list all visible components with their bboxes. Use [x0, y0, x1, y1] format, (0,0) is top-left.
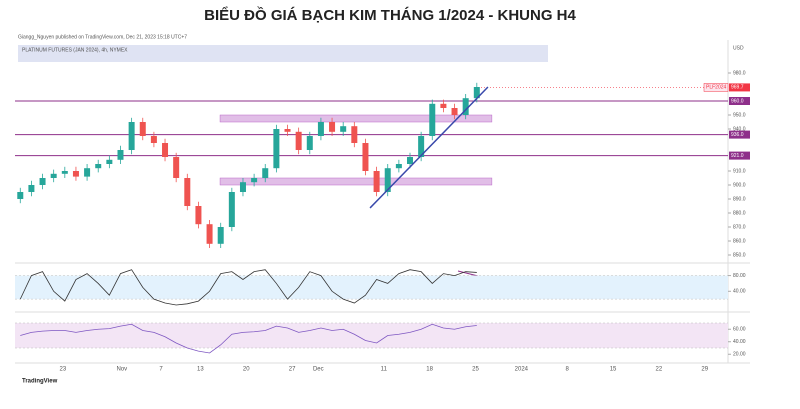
legend-text: PLATINUM FUTURES (JAN 2024), 4h, NYMEX	[22, 47, 128, 53]
candle-body	[173, 157, 180, 178]
y-tick-label: 850.0	[733, 252, 746, 258]
x-tick-label: 25	[472, 367, 479, 373]
y-tick-label: 980.0	[733, 70, 746, 76]
osc-line	[19, 269, 477, 306]
candle-body	[340, 126, 347, 132]
zone	[219, 114, 493, 123]
price-badge-label: 921.0	[731, 153, 744, 159]
candle-body	[128, 122, 135, 150]
x-tick-label: Nov	[116, 367, 127, 373]
candle-body	[150, 136, 157, 143]
candle-body	[217, 227, 224, 244]
last-price-badge	[729, 83, 750, 92]
chart-title: BIỂU ĐỒ GIÁ BẠCH KIM THÁNG 1/2024 - KHUN…	[204, 6, 576, 24]
last-price-name-badge	[703, 83, 729, 92]
candle-body	[295, 131, 302, 150]
candle-body	[262, 168, 269, 178]
x-tick-label: 13	[197, 367, 204, 373]
x-tick-label: 11	[381, 367, 388, 373]
candle-body	[395, 164, 402, 169]
footer: TradingView	[22, 379, 58, 385]
candle-body	[306, 136, 313, 150]
candle-body	[72, 171, 79, 177]
candle-body	[473, 87, 480, 99]
currency: USD	[733, 45, 744, 51]
candle-body	[228, 192, 235, 227]
y-tick-label: 860.0	[733, 238, 746, 244]
x-tick-label: 23	[60, 367, 67, 373]
x-tick-label: Dec	[313, 367, 324, 373]
candle-body	[407, 157, 413, 164]
candle-body	[373, 171, 380, 192]
y-tick-label: 950.0	[733, 112, 746, 118]
osc-line	[20, 323, 477, 354]
candle-body	[84, 168, 91, 177]
candle-body	[95, 164, 102, 169]
candle-body	[117, 150, 124, 160]
x-tick-label: 2024	[515, 367, 529, 373]
osc-tick-label: 80.00	[733, 273, 746, 279]
candle-body	[17, 192, 24, 199]
osc-tick-label: 60.00	[733, 327, 746, 333]
x-tick-label: 15	[610, 367, 617, 373]
x-tick-label: 29	[701, 367, 708, 373]
candle-body	[451, 108, 458, 115]
osc-tick-label: 20.00	[733, 352, 746, 358]
candle-body	[184, 178, 191, 206]
candle-body	[329, 122, 336, 132]
candle-body	[462, 98, 469, 115]
candle-body	[195, 206, 202, 225]
last-price-name: PLF2024	[706, 85, 727, 91]
candle-body	[317, 122, 324, 136]
subtitle: Giangg_Nguyen published on TradingView.c…	[18, 34, 187, 40]
y-tick-label: 870.0	[733, 224, 746, 230]
candle-body	[61, 171, 68, 174]
x-tick-label: 27	[289, 367, 296, 373]
x-tick-label: 22	[656, 367, 663, 373]
candle-body	[239, 182, 246, 192]
candle-body	[351, 126, 358, 143]
price-badge	[729, 151, 750, 160]
candle-body	[28, 185, 35, 192]
zone	[219, 177, 493, 186]
y-tick-label: 890.0	[733, 196, 746, 202]
x-tick-label: 20	[243, 367, 250, 373]
candle-body	[139, 122, 146, 136]
legend-box	[18, 45, 548, 62]
candle-body	[429, 103, 436, 136]
y-tick-label: 910.0	[733, 168, 746, 174]
osc-band	[15, 323, 728, 348]
x-tick-label: 8	[566, 367, 570, 373]
x-tick-label: 18	[426, 367, 433, 373]
trendline	[369, 86, 489, 209]
divergence-line	[457, 270, 479, 277]
price-badge-label: 936.0	[731, 132, 744, 138]
x-tick-label: 7	[159, 367, 163, 373]
candle-body	[251, 178, 258, 183]
price-badge	[729, 130, 750, 139]
candle-body	[106, 159, 113, 164]
candle-body	[50, 173, 57, 178]
candle-body	[206, 224, 213, 244]
last-price-label: 969.7	[731, 85, 744, 91]
candle-body	[418, 136, 425, 157]
y-tick-label: 880.0	[733, 210, 746, 216]
osc-tick-label: 40.00	[733, 289, 746, 295]
price-badge	[729, 97, 750, 105]
candle-body	[362, 143, 369, 171]
candle-body	[284, 129, 291, 132]
y-tick-label: 940.0	[733, 126, 746, 132]
y-tick-label: 900.0	[733, 182, 746, 188]
candle-body	[162, 143, 169, 157]
osc-tick-label: 40.00	[733, 339, 746, 345]
price-badge-label: 960.0	[731, 98, 744, 104]
candle-body	[384, 168, 391, 192]
candle-body	[273, 129, 280, 169]
candle-body	[440, 103, 447, 108]
candle-body	[39, 178, 46, 185]
